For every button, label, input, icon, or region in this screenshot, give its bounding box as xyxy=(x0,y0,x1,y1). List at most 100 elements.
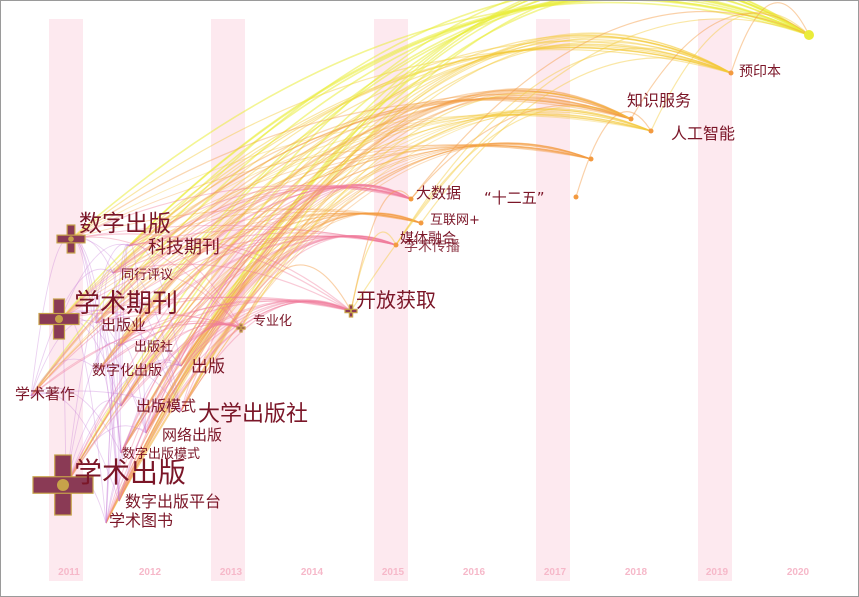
keyword-label-peer-review[interactable]: 同行评议 xyxy=(121,268,174,283)
cooccurrence-link xyxy=(65,243,130,486)
cooccurrence-link xyxy=(120,300,352,407)
keyword-label-digital-publishing-platform[interactable]: 数字出版平台 xyxy=(125,492,222,511)
keyword-label-academic-communication[interactable]: 学术传播 xyxy=(404,239,460,255)
cooccurrence-link xyxy=(95,113,652,324)
cooccurrence-link xyxy=(97,213,422,372)
cooccurrence-link xyxy=(95,321,120,502)
cooccurrence-link xyxy=(60,98,632,320)
cooccurrence-link xyxy=(118,212,422,502)
cooccurrence-link xyxy=(65,361,182,486)
keyword-frequency-node[interactable] xyxy=(32,454,94,516)
cooccurrence-link xyxy=(105,107,652,524)
cooccurrence-link xyxy=(95,268,114,324)
cooccurrence-link xyxy=(112,268,182,412)
cooccurrence-link xyxy=(180,144,592,367)
cooccurrence-link xyxy=(145,1,810,434)
cooccurrence-link xyxy=(30,300,352,397)
keyword-node[interactable] xyxy=(418,220,424,226)
cooccurrence-link xyxy=(95,97,632,324)
cooccurrence-link xyxy=(30,387,122,454)
keyword-frequency-node[interactable] xyxy=(56,224,86,254)
cooccurrence-link xyxy=(112,46,732,274)
cooccurrence-link xyxy=(30,358,99,397)
cooccurrence-link xyxy=(97,236,397,372)
keyword-label-internet-plus[interactable]: 互联网+ xyxy=(430,213,480,228)
keyword-label-academic-books[interactable]: 学术图书 xyxy=(109,511,174,530)
cooccurrence-link xyxy=(118,108,652,502)
cooccurrence-link xyxy=(70,99,632,240)
keyword-label-preprint[interactable]: 预印本 xyxy=(739,64,781,80)
cooccurrence-link xyxy=(70,233,352,312)
cooccurrence-link xyxy=(105,403,122,524)
keyword-node[interactable] xyxy=(393,242,399,248)
keyword-node[interactable] xyxy=(648,128,654,134)
cooccurrence-link xyxy=(128,243,147,434)
keyword-label-twelfth-five-year-plan[interactable]: “十二五” xyxy=(484,189,545,207)
cooccurrence-link xyxy=(120,323,242,454)
cooccurrence-link xyxy=(30,390,182,412)
keyword-node[interactable] xyxy=(728,70,734,76)
cooccurrence-link xyxy=(120,212,422,454)
keyword-node[interactable] xyxy=(804,30,814,40)
keyword-label-digital-publishing[interactable]: 数字出版 xyxy=(79,211,171,237)
keyword-label-knowledge-service[interactable]: 知识服务 xyxy=(627,91,692,110)
cooccurrence-link xyxy=(65,323,242,486)
year-label: 2013 xyxy=(219,567,243,578)
keyword-node[interactable] xyxy=(588,156,594,162)
cooccurrence-link xyxy=(118,343,147,434)
keyword-label-academic-publishing[interactable]: 学术出版 xyxy=(74,456,187,489)
cooccurrence-link xyxy=(95,212,422,324)
cooccurrence-link xyxy=(420,57,732,224)
cooccurrence-link xyxy=(180,212,422,367)
keyword-label-professionalization[interactable]: 专业化 xyxy=(253,314,293,329)
cooccurrence-link xyxy=(105,1,810,524)
keyword-frequency-node[interactable] xyxy=(236,323,246,333)
cooccurrence-link xyxy=(145,300,352,434)
keyword-label-digitized-publishing[interactable]: 数字化出版 xyxy=(92,363,162,379)
cooccurrence-link xyxy=(145,109,652,434)
cooccurrence-link xyxy=(65,212,422,486)
cooccurrence-link xyxy=(70,185,412,240)
cooccurrence-link xyxy=(118,113,652,347)
cooccurrence-link xyxy=(60,1,810,320)
cooccurrence-link xyxy=(118,338,122,407)
keyword-frequency-node[interactable] xyxy=(344,304,358,318)
keyword-label-big-data[interactable]: 大数据 xyxy=(416,184,462,202)
cooccurrence-link xyxy=(128,243,182,367)
cooccurrence-link xyxy=(60,213,422,320)
keyword-label-publishing[interactable]: 出版 xyxy=(191,357,225,377)
cooccurrence-link xyxy=(180,322,242,412)
keyword-label-academic-journals[interactable]: 学术期刊 xyxy=(74,289,179,319)
cooccurrence-link xyxy=(70,1,810,240)
keyword-label-sci-tech-journals[interactable]: 科技期刊 xyxy=(148,237,220,258)
cooccurrence-link xyxy=(118,338,182,367)
keyword-node[interactable] xyxy=(573,194,579,200)
cooccurrence-link xyxy=(60,235,397,320)
keyword-label-academic-works[interactable]: 学术著作 xyxy=(15,385,76,403)
keyword-label-open-access[interactable]: 开放获取 xyxy=(356,288,436,312)
keyword-label-university-press[interactable]: 大学出版社 xyxy=(198,402,309,427)
cooccurrence-link xyxy=(65,342,120,486)
keyword-label-artificial-intelligence[interactable]: 人工智能 xyxy=(671,124,736,143)
cooccurrence-link xyxy=(60,187,412,320)
cooccurrence-link xyxy=(145,36,732,434)
keyword-label-publishing-industry[interactable]: 出版业 xyxy=(101,316,147,334)
keyword-frequency-node[interactable] xyxy=(38,298,80,340)
cooccurrence-link xyxy=(60,47,732,320)
cooccurrence-link xyxy=(120,323,242,407)
cooccurrence-link xyxy=(180,299,352,412)
cooccurrence-link xyxy=(120,92,632,407)
keyword-node[interactable] xyxy=(408,196,414,202)
keyword-label-online-publishing[interactable]: 网络出版 xyxy=(162,426,223,444)
cooccurrence-link xyxy=(180,111,652,367)
keyword-label-publishing-model[interactable]: 出版模式 xyxy=(136,397,197,415)
cooccurrence-link xyxy=(118,320,242,347)
keyword-label-publishing-house[interactable]: 出版社 xyxy=(134,340,174,355)
cooccurrence-link xyxy=(118,1,810,347)
keyword-label-digital-publishing-model[interactable]: 数字出版模式 xyxy=(122,447,201,462)
keyword-node[interactable] xyxy=(628,116,634,122)
keyword-label-media-convergence[interactable]: 媒体融合 xyxy=(400,231,456,247)
cooccurrence-link xyxy=(65,301,352,486)
